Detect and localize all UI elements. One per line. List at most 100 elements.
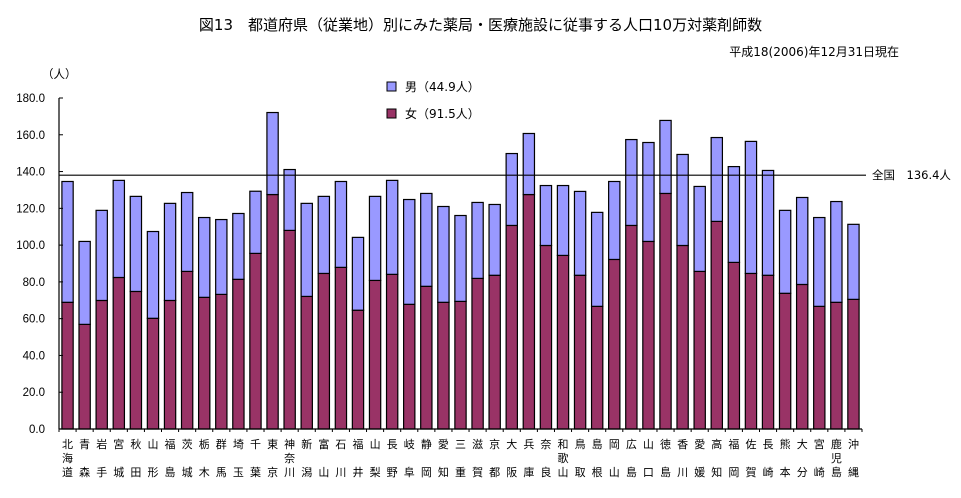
bar-male-45 xyxy=(813,216,826,307)
x-category-char: 宮 xyxy=(814,437,825,451)
reference-line-group: 全国 136.4人 xyxy=(59,168,951,182)
x-category-char: 京 xyxy=(267,465,278,479)
x-category-char: 玉 xyxy=(233,466,244,479)
x-category-char: 島 xyxy=(660,465,671,479)
x-category-char: 知 xyxy=(438,465,449,479)
x-category-char: 徳 xyxy=(660,438,671,451)
bar-male-26 xyxy=(488,203,501,276)
y-tick-label: 80.0 xyxy=(23,277,45,289)
y-tick-label: 0.0 xyxy=(29,424,45,436)
bar-male-16 xyxy=(317,195,331,275)
x-category-label: 長崎 xyxy=(763,438,774,479)
x-category-label: 岐阜 xyxy=(404,438,415,479)
x-category-char: 道 xyxy=(62,465,73,479)
x-category-char: 山 xyxy=(147,438,158,451)
x-category-char: 梨 xyxy=(370,465,381,479)
bar-female-19 xyxy=(368,279,382,430)
x-category-char: 新 xyxy=(301,437,312,451)
x-category-label: 宮城 xyxy=(113,437,124,479)
x-category-char: 崎 xyxy=(763,465,774,479)
bar-male-29 xyxy=(539,184,553,247)
bar-female-17 xyxy=(334,266,348,430)
bar-female-46 xyxy=(830,301,843,430)
x-category-label: 新潟 xyxy=(301,437,312,479)
x-axis: 北海道青森岩手宮城秋田山形福島茨城栃木群馬埼玉千葉東京神奈川新潟富山石川福井山梨… xyxy=(58,428,863,479)
x-category-char: 愛 xyxy=(438,438,449,451)
x-category-char: 木 xyxy=(199,466,210,479)
bar-male-12 xyxy=(249,190,262,254)
x-category-char: 川 xyxy=(284,466,295,479)
x-category-label: 京都 xyxy=(489,437,500,479)
x-category-char: 島 xyxy=(626,465,637,479)
x-category-char: 青 xyxy=(79,438,90,451)
bar-male-9 xyxy=(197,216,211,298)
bar-male-21 xyxy=(403,198,416,305)
bar-male-22 xyxy=(420,192,433,287)
x-category-char: 形 xyxy=(147,466,158,479)
bar-male-3 xyxy=(95,209,108,302)
x-category-char: 奈 xyxy=(284,451,295,465)
y-tick-label: 160.0 xyxy=(16,130,45,142)
bar-male-47 xyxy=(847,223,860,300)
x-category-char: 岩 xyxy=(96,437,107,451)
bar-female-39 xyxy=(710,220,724,430)
bar-male-42 xyxy=(761,169,775,276)
x-category-char: 栃 xyxy=(199,437,210,451)
x-category-char: 海 xyxy=(62,451,73,465)
bar-female-34 xyxy=(625,224,638,430)
chart-subtitle: 平成18(2006)年12月31日現在 xyxy=(729,45,899,59)
x-category-char: 長 xyxy=(387,438,398,451)
x-category-char: 岡 xyxy=(609,438,620,451)
x-category-char: 岡 xyxy=(421,466,432,479)
x-category-label: 宮崎 xyxy=(814,437,825,479)
bar-male-15 xyxy=(300,202,313,298)
x-category-char: 取 xyxy=(575,466,586,479)
x-category-char: 縄 xyxy=(848,465,859,479)
x-category-label: 山梨 xyxy=(370,438,381,479)
x-category-char: 広 xyxy=(626,438,637,451)
bar-male-41 xyxy=(744,140,758,275)
bar-female-33 xyxy=(608,258,621,430)
y-tick-label: 120.0 xyxy=(16,203,45,215)
bar-male-17 xyxy=(334,180,348,268)
bar-male-40 xyxy=(727,165,741,263)
x-category-char: 奈 xyxy=(540,437,551,451)
x-category-label: 山形 xyxy=(147,438,158,479)
y-tick-label: 60.0 xyxy=(23,314,45,326)
bar-male-24 xyxy=(454,214,467,302)
bar-female-9 xyxy=(197,296,211,430)
y-axis: 0.0 20.0 40.0 60.0 80.0 100.0 120.0 140.0 160.0 1… xyxy=(16,93,63,436)
x-category-char: 崎 xyxy=(814,465,825,479)
x-category-label: 鳥取 xyxy=(575,437,586,479)
bar-female-7 xyxy=(163,299,177,430)
bar-female-47 xyxy=(847,298,860,430)
legend-swatch-female xyxy=(386,108,397,119)
x-category-label: 群馬 xyxy=(216,437,227,479)
bar-female-31 xyxy=(573,274,587,430)
x-category-char: 本 xyxy=(780,465,791,479)
bar-male-39 xyxy=(710,136,724,222)
chart-title: 図13 都道府県（従業地）別にみた薬局・医療施設に従事する人口10万対薬剤師数 xyxy=(198,16,763,34)
x-category-char: 茨 xyxy=(182,437,193,451)
bar-female-15 xyxy=(300,295,313,430)
x-category-char: 京 xyxy=(489,437,500,451)
bar-female-43 xyxy=(778,292,792,430)
x-category-char: 山 xyxy=(370,438,381,451)
bar-female-14 xyxy=(283,229,296,430)
bar-female-23 xyxy=(437,301,450,430)
x-category-label: 三重 xyxy=(455,438,466,479)
bar-female-20 xyxy=(385,273,399,430)
x-category-label: 徳島 xyxy=(660,438,671,479)
x-category-char: 長 xyxy=(763,438,774,451)
bar-female-41 xyxy=(744,272,758,430)
x-category-char: 高 xyxy=(711,437,722,451)
bar-male-25 xyxy=(471,201,484,279)
x-category-label: 秋田 xyxy=(130,437,141,479)
bar-female-36 xyxy=(659,192,672,430)
x-category-char: 歌 xyxy=(558,451,569,465)
x-category-label: 大分 xyxy=(797,437,808,479)
x-category-label: 埼玉 xyxy=(233,437,244,479)
bar-male-37 xyxy=(676,153,689,247)
x-category-char: 埼 xyxy=(233,437,244,451)
x-category-char: 北 xyxy=(62,438,73,451)
